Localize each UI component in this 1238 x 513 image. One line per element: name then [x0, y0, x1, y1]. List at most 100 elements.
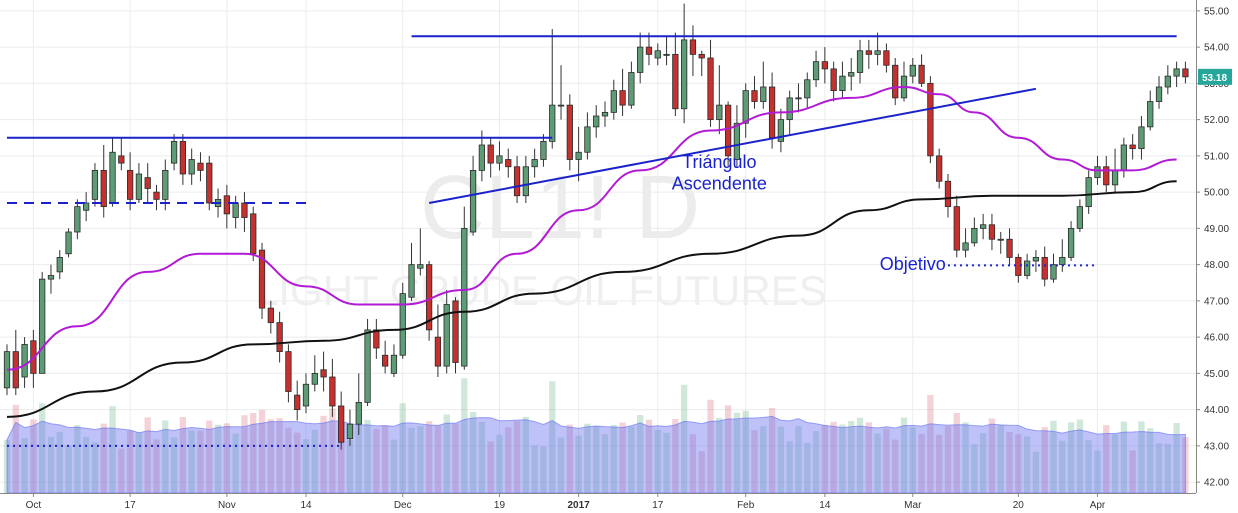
x-tick-label: 17: [125, 500, 137, 511]
volume-bar: [724, 405, 732, 493]
volume-bar: [557, 437, 565, 493]
volume-bar: [12, 404, 19, 493]
x-axis-bg: [0, 493, 1238, 513]
candle: [320, 369, 327, 378]
candle: [1076, 206, 1084, 229]
y-tick-label: 45.00: [1204, 369, 1229, 380]
candle: [540, 140, 547, 160]
candle: [276, 322, 283, 353]
volume-bar: [1050, 420, 1057, 493]
volume-bar: [549, 381, 556, 493]
volume-bar: [496, 434, 503, 493]
candle: [39, 278, 46, 374]
volume-bar: [1129, 450, 1136, 493]
volume-bar: [355, 422, 362, 493]
volume-bar: [1006, 431, 1013, 493]
volume-bar: [698, 451, 705, 493]
y-tick-label: 49.00: [1204, 224, 1229, 235]
volume-bar: [892, 439, 899, 493]
candle: [531, 159, 538, 168]
candle: [689, 39, 697, 55]
candle: [206, 162, 213, 204]
volume-bar: [619, 422, 626, 493]
volume-bar: [962, 422, 969, 493]
candle: [742, 90, 749, 124]
candle: [1173, 68, 1180, 77]
candle: [241, 202, 248, 218]
candle: [56, 256, 63, 273]
volume-bar: [883, 428, 890, 493]
candle: [1120, 144, 1127, 171]
y-tick-label: 44.00: [1204, 405, 1229, 416]
volume-bar: [768, 407, 776, 493]
candle: [461, 227, 468, 367]
candle: [294, 394, 301, 411]
candle: [874, 50, 881, 55]
candle: [188, 159, 195, 175]
candle: [645, 46, 653, 55]
volume-bar: [848, 420, 855, 493]
candle: [619, 90, 626, 106]
volume-bar: [1032, 451, 1040, 493]
candle: [126, 169, 134, 200]
candle: [971, 227, 978, 244]
x-axis[interactable]: Oct 17 Nov 14 Dec 19 2017 17 Feb 14 Mar 20 Apr: [0, 493, 1238, 513]
volume-bar: [593, 426, 600, 493]
candle: [373, 329, 380, 349]
candle: [1111, 169, 1119, 186]
candle: [285, 351, 292, 392]
volume-bar: [47, 436, 55, 493]
candle: [522, 166, 529, 197]
x-tick-label: Mar: [904, 500, 922, 511]
candle: [549, 104, 556, 142]
candle: [1085, 177, 1092, 208]
y-tick-label: 48.00: [1204, 260, 1229, 271]
volume-bar: [1103, 425, 1110, 493]
volume-bar: [689, 434, 697, 493]
volume-bar: [417, 426, 424, 493]
candle: [610, 90, 617, 113]
volume-bar: [144, 417, 151, 493]
volume-bar: [188, 430, 195, 493]
volume-bar: [812, 431, 820, 493]
volume-bar: [645, 419, 653, 493]
candle: [953, 206, 960, 251]
volume-bar: [601, 434, 609, 493]
volume-bar: [1138, 421, 1145, 493]
annotation-label: Triángulo: [682, 152, 756, 172]
candle: [1094, 166, 1101, 179]
volume-bar: [118, 448, 125, 493]
candle: [302, 383, 310, 407]
candle: [1129, 144, 1136, 150]
candle: [716, 104, 723, 121]
volume-bar: [1164, 443, 1171, 493]
y-axis[interactable]: 42.00 43.00 44.00 45.00 46.00 47.00 48.00 49.00…: [1196, 0, 1238, 513]
candle: [637, 46, 644, 73]
last-price-label: 53.18: [1202, 73, 1227, 84]
volume-bar: [30, 419, 37, 493]
volume-average-area: [6, 415, 1186, 494]
candle: [382, 354, 389, 367]
volume-bar: [610, 425, 617, 493]
volume-bar: [170, 437, 178, 493]
volume-bar: [927, 395, 934, 493]
watermark: CL1! D LIGHT CRUDE OIL FUTURES: [255, 158, 827, 314]
volume-bar: [540, 446, 547, 493]
candle: [830, 68, 837, 92]
volume-bar: [1120, 421, 1128, 493]
volume-bar: [443, 414, 450, 493]
volume-bar: [707, 399, 714, 493]
x-tick-label: Apr: [1090, 500, 1106, 511]
volume-bar: [320, 415, 327, 493]
candle: [179, 140, 187, 175]
volume-bar: [733, 412, 741, 493]
candle: [469, 169, 477, 233]
candle: [1067, 227, 1075, 258]
volume-bar: [909, 427, 916, 493]
volume-bar: [531, 445, 538, 493]
candle: [1050, 264, 1057, 280]
candle: [1155, 86, 1163, 102]
candle: [1164, 75, 1171, 88]
candle: [417, 264, 424, 269]
